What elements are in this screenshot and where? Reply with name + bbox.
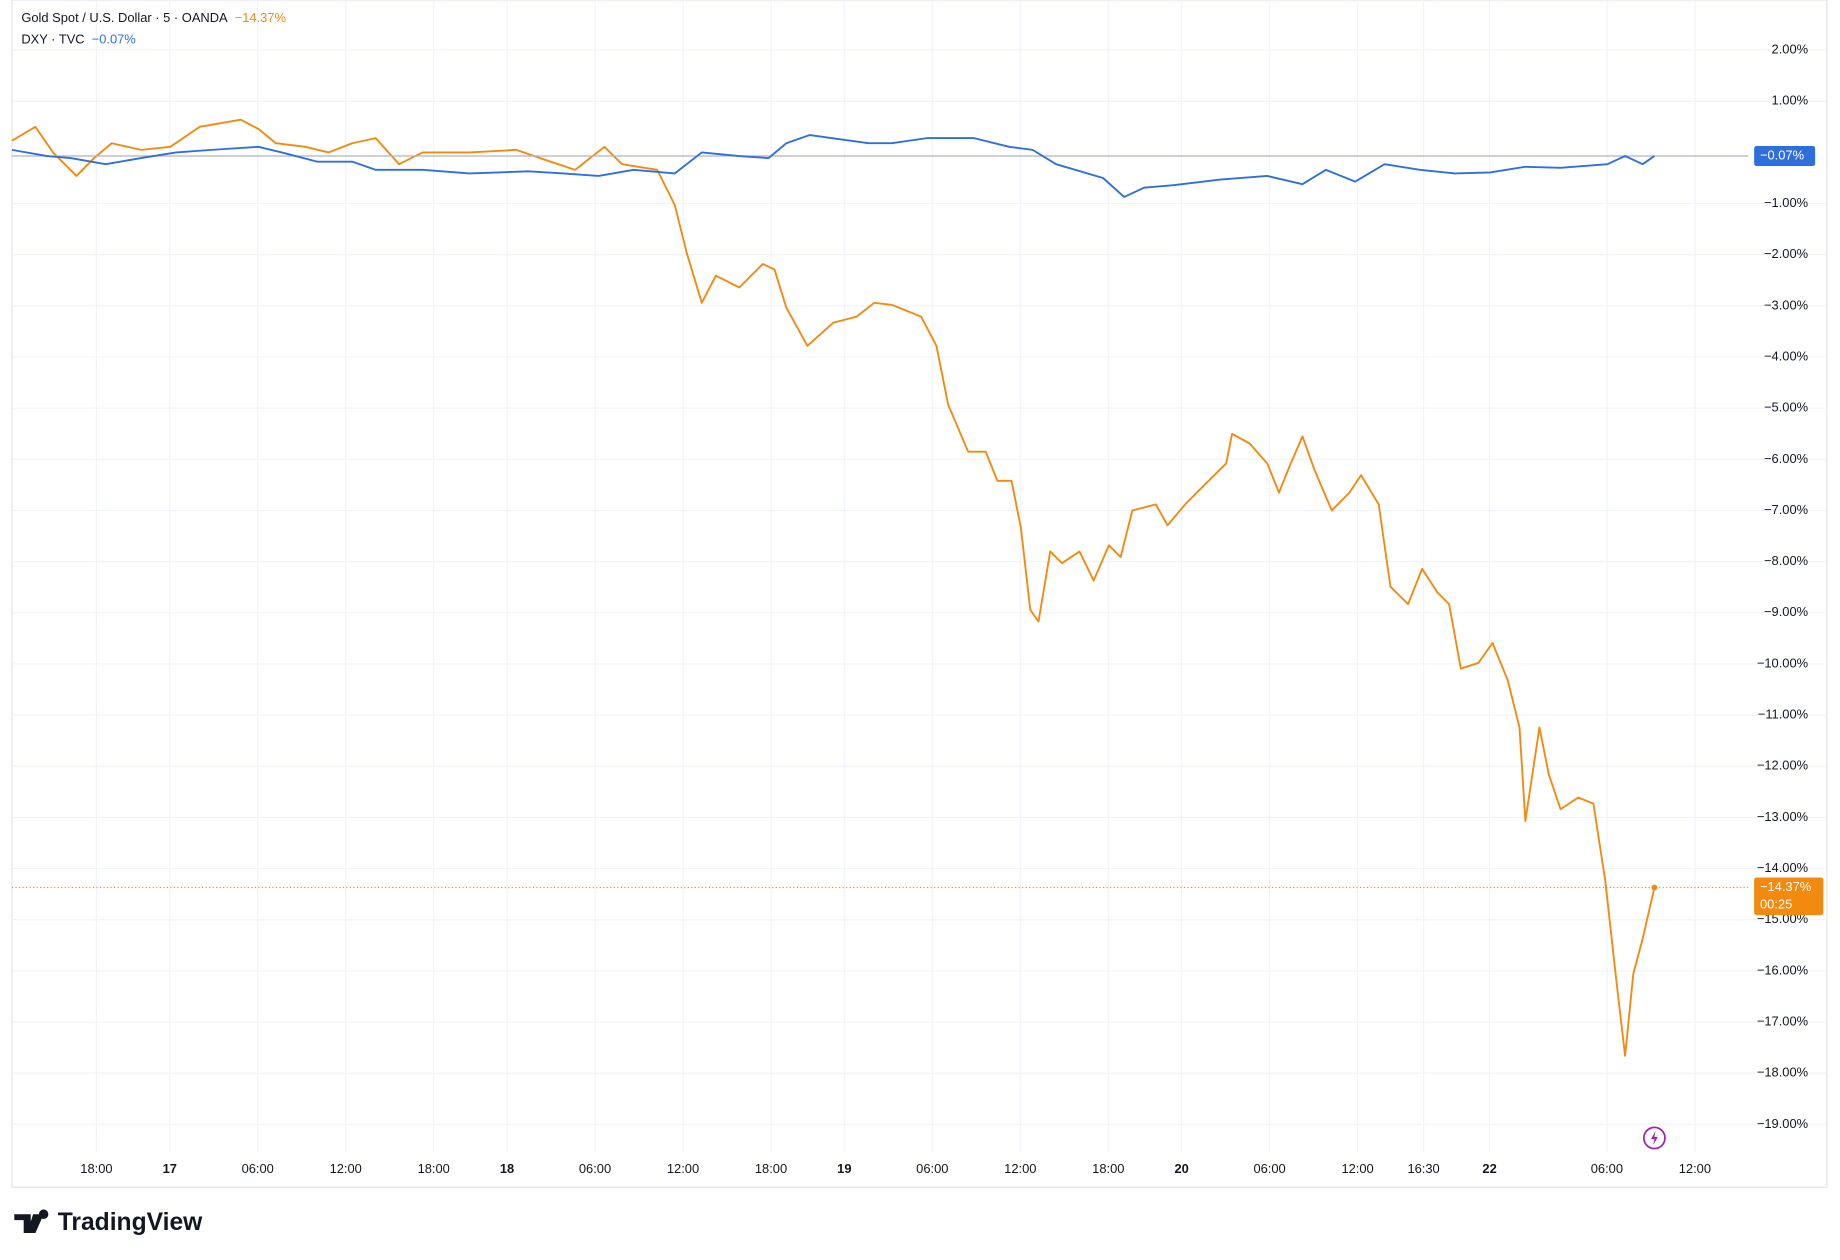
legend-name: Gold Spot / U.S. Dollar · 5 · OANDA xyxy=(21,10,228,25)
x-tick-label: 19 xyxy=(837,1161,851,1176)
x-tick-label: 06:00 xyxy=(1253,1161,1285,1176)
brand: TradingView xyxy=(58,1209,203,1236)
x-tick-label: 18:00 xyxy=(80,1161,112,1176)
chart-frame xyxy=(11,0,1828,1188)
series-line xyxy=(11,134,1655,198)
y-tick-label: −16.00% xyxy=(1757,962,1808,977)
series-line xyxy=(11,118,1656,1057)
x-tick-label: 06:00 xyxy=(1591,1161,1623,1176)
x-tick-label: 18:00 xyxy=(755,1161,787,1176)
y-tick-label: −14.00% xyxy=(1757,860,1808,875)
y-tick-label: −3.00% xyxy=(1764,297,1808,312)
y-tick-label: −12.00% xyxy=(1757,758,1808,773)
x-tick-label: 12:00 xyxy=(1004,1161,1036,1176)
x-tick-label: 18 xyxy=(500,1161,514,1176)
x-tick-label: 16:30 xyxy=(1407,1161,1439,1176)
y-tick-label: −10.00% xyxy=(1757,655,1808,670)
x-tick-label: 12:00 xyxy=(667,1161,699,1176)
y-tick-label: −9.00% xyxy=(1764,604,1808,619)
x-tick-label: 22 xyxy=(1482,1161,1496,1176)
x-tick-label: 12:00 xyxy=(330,1161,362,1176)
price-tag-label: −0.07% xyxy=(1760,147,1804,162)
x-tick-label: 06:00 xyxy=(916,1161,948,1176)
x-tick-label: 17 xyxy=(163,1161,177,1176)
logo xyxy=(14,1209,49,1234)
logo-icon xyxy=(14,1209,49,1234)
y-tick-label: −13.00% xyxy=(1757,809,1808,824)
y-tick-label: −2.00% xyxy=(1764,246,1808,261)
y-tick-label: −7.00% xyxy=(1764,502,1808,517)
legend-change: −0.07% xyxy=(92,31,136,46)
y-tick-label: −11.00% xyxy=(1758,707,1808,722)
legend-change: −14.37% xyxy=(235,10,286,25)
y-tick-label: −17.00% xyxy=(1757,1013,1808,1028)
replay-icon xyxy=(1642,1126,1666,1150)
price-tag xyxy=(1754,146,1816,166)
x-tick-label: 18:00 xyxy=(1092,1161,1124,1176)
x-tick-label: 12:00 xyxy=(1679,1161,1711,1176)
last-point xyxy=(1651,884,1658,891)
x-tick-label: 06:00 xyxy=(242,1161,274,1176)
y-tick-label: −1.00% xyxy=(1764,195,1808,210)
y-tick-label: −5.00% xyxy=(1764,400,1808,415)
y-tick-label: −4.00% xyxy=(1764,348,1808,363)
y-tick-label: −6.00% xyxy=(1764,451,1808,466)
y-tick-label: −19.00% xyxy=(1757,1116,1808,1131)
x-tick-label: 18:00 xyxy=(418,1161,450,1176)
price-tag-label: −14.37% xyxy=(1760,879,1811,894)
countdown: 00:25 xyxy=(1760,897,1792,912)
y-tick-label: 1.00% xyxy=(1772,93,1809,108)
x-tick-label: 20 xyxy=(1174,1161,1188,1176)
x-tick-label: 06:00 xyxy=(579,1161,611,1176)
y-tick-label: 2.00% xyxy=(1772,42,1809,57)
legend-name: DXY · TVC xyxy=(21,31,84,46)
y-tick-label: −8.00% xyxy=(1764,553,1808,568)
x-tick-label: 12:00 xyxy=(1341,1161,1373,1176)
price-tag xyxy=(1754,877,1824,916)
y-tick-label: −18.00% xyxy=(1757,1065,1808,1080)
